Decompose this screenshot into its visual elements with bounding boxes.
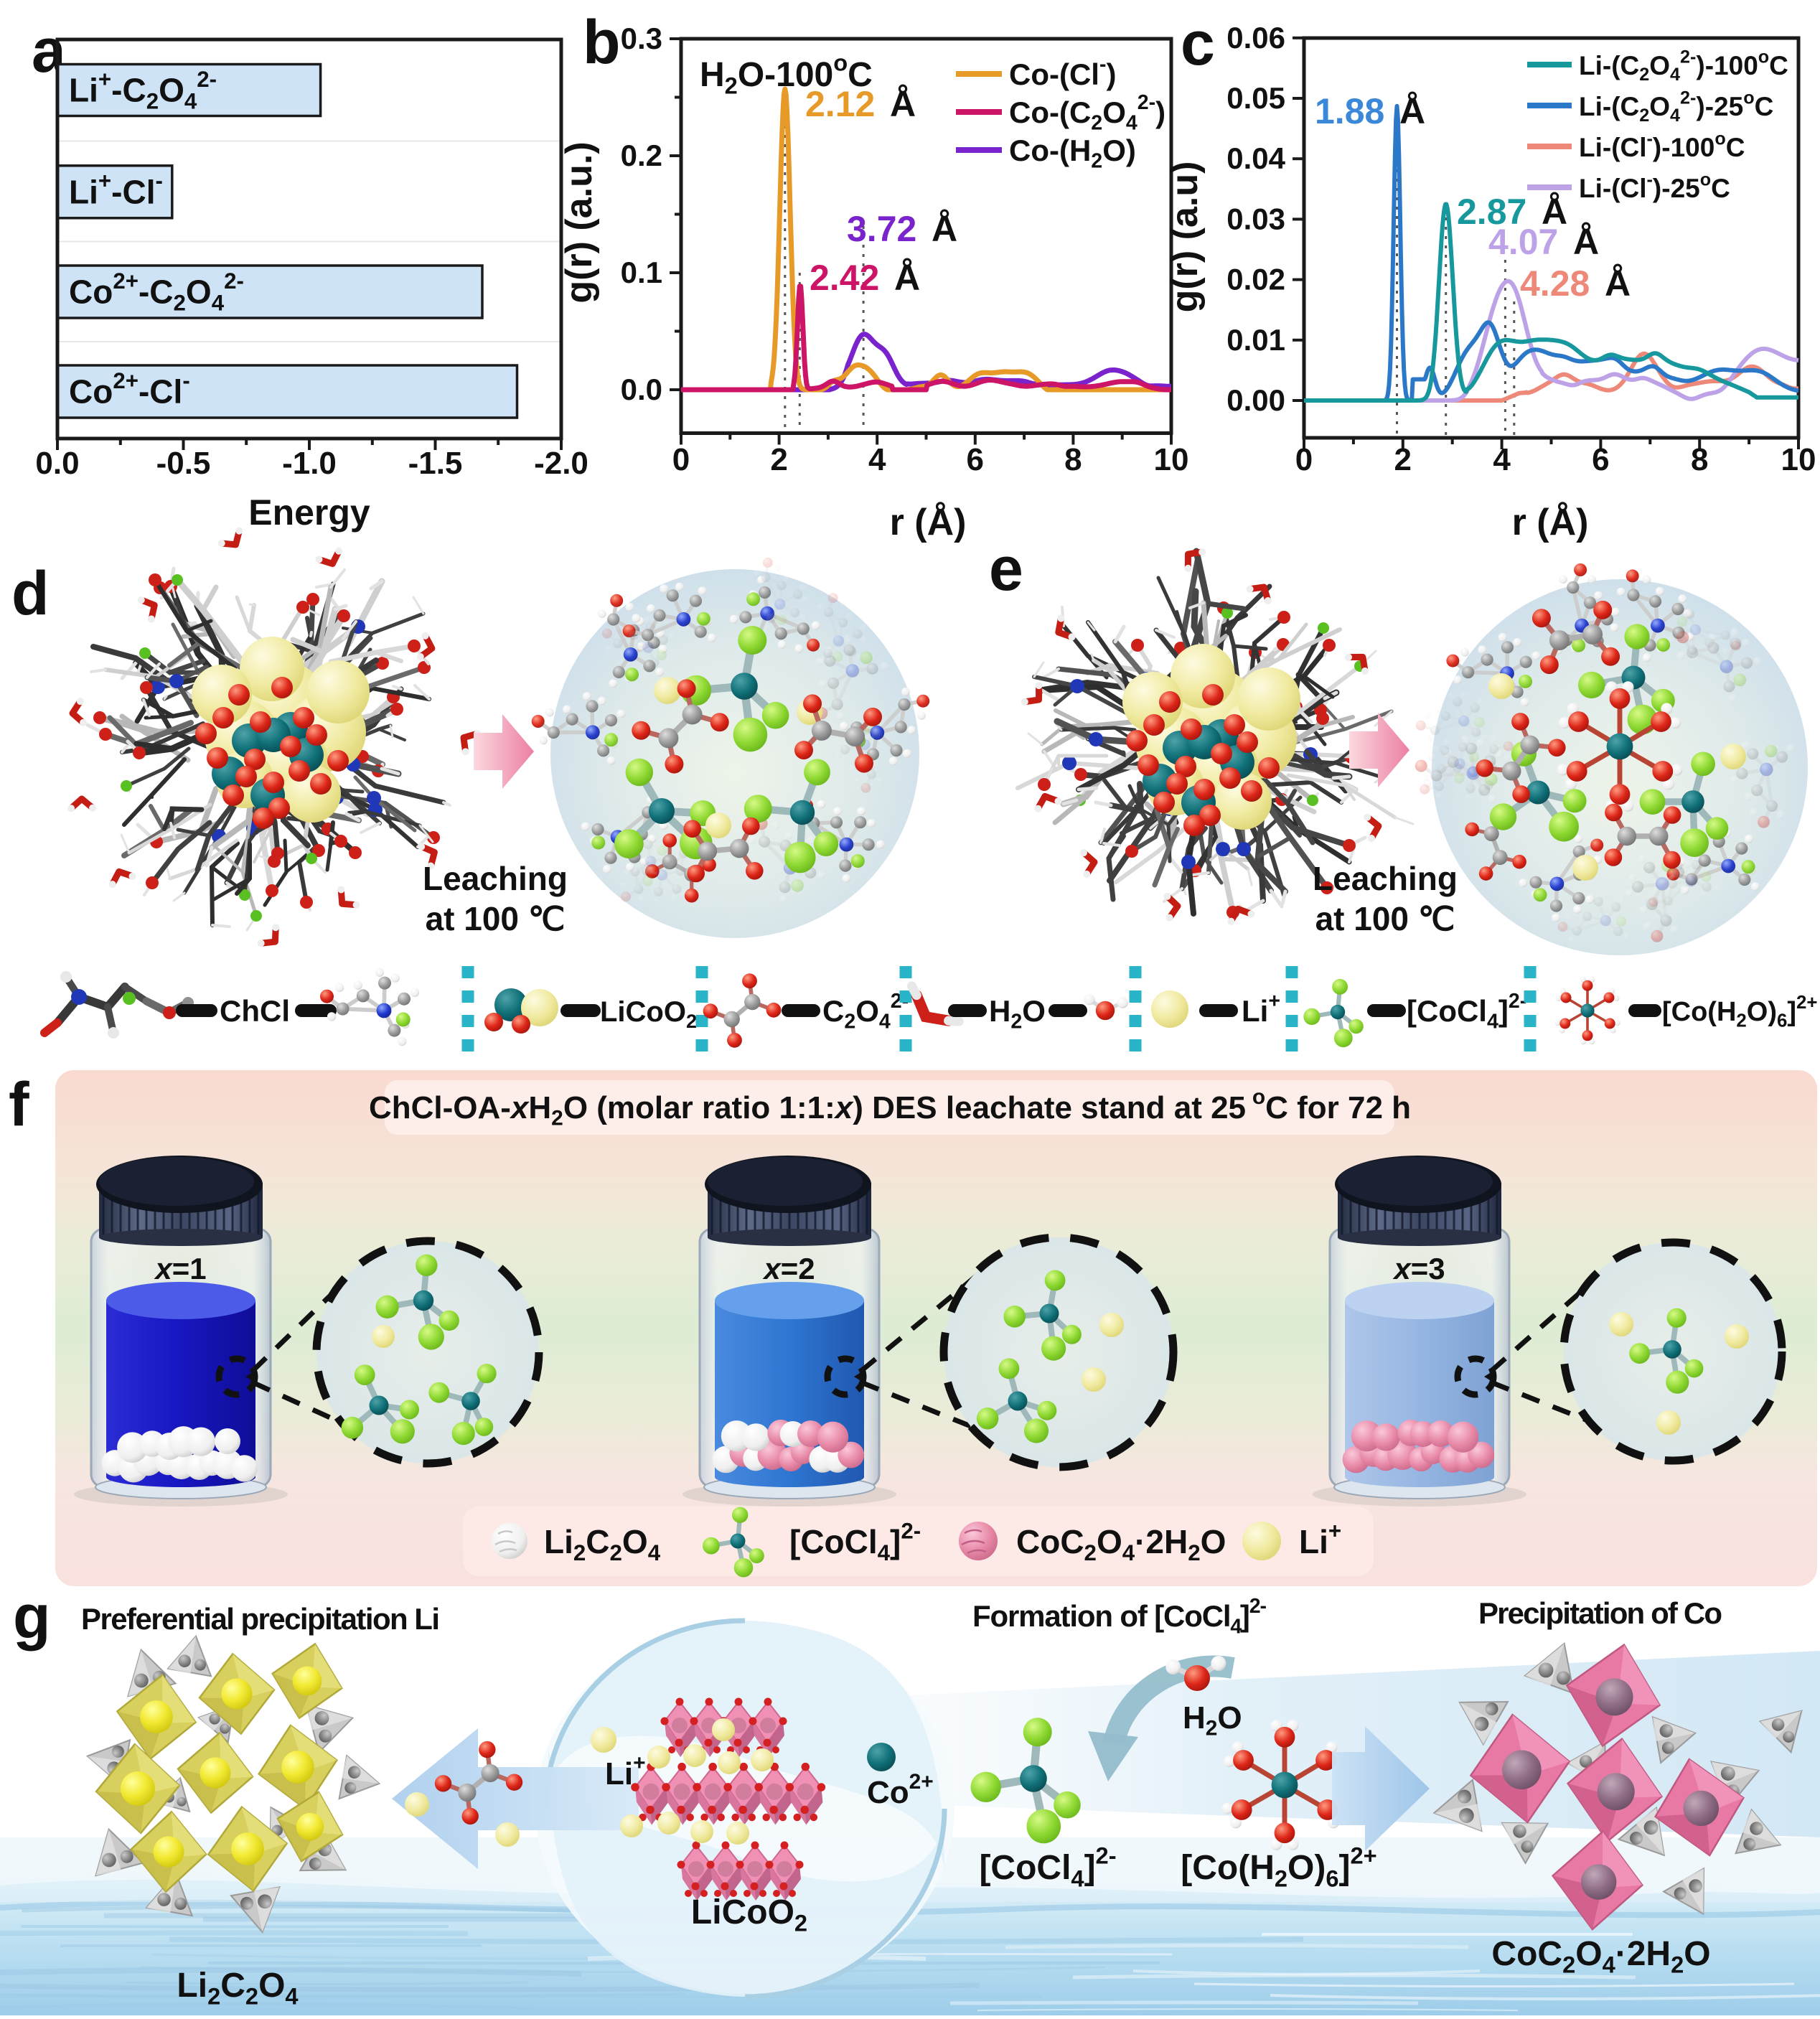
svg-text:Preferential precipitation Li: Preferential precipitation Li — [81, 1602, 440, 1636]
svg-text:0.1: 0.1 — [621, 256, 662, 289]
svg-text:g(r) (a.u): g(r) (a.u) — [1164, 161, 1206, 313]
svg-text:10: 10 — [1154, 442, 1189, 477]
svg-text:e: e — [989, 535, 1023, 604]
svg-text:Li+​-Cl-: Li+​-Cl- — [69, 169, 163, 211]
svg-text:10: 10 — [1781, 442, 1816, 477]
svg-text:Å: Å — [1605, 263, 1631, 304]
svg-text:ChCl: ChCl — [220, 994, 290, 1028]
svg-text:Energy: Energy — [248, 492, 370, 533]
svg-text:-0.5: -0.5 — [156, 446, 211, 481]
svg-text:4: 4 — [1493, 442, 1511, 477]
svg-text:f: f — [9, 1070, 29, 1139]
svg-text:b: b — [583, 8, 621, 77]
svg-text:0.02: 0.02 — [1226, 263, 1285, 296]
svg-text:2.42: 2.42 — [810, 258, 879, 298]
svg-text:r (Å): r (Å) — [1512, 502, 1589, 543]
svg-text:3.72: 3.72 — [847, 209, 916, 249]
svg-text:r (Å): r (Å) — [890, 502, 967, 543]
svg-text:Precipitation of Co: Precipitation of Co — [1478, 1596, 1722, 1630]
svg-text:Li2​C2​O4: Li2​C2​O4 — [177, 1967, 298, 2010]
svg-text:at 100 ℃: at 100 ℃ — [426, 900, 566, 937]
svg-text:0.00: 0.00 — [1226, 383, 1285, 417]
svg-text:at 100 ℃: at 100 ℃ — [1315, 900, 1455, 937]
svg-text:0: 0 — [672, 442, 690, 477]
svg-text:-2.0: -2.0 — [534, 446, 588, 481]
svg-text:c: c — [1181, 9, 1215, 78]
svg-text:4.28: 4.28 — [1520, 263, 1590, 304]
svg-text:Li2​C2​O4: Li2​C2​O4 — [544, 1523, 661, 1565]
svg-text:0.01: 0.01 — [1226, 323, 1285, 357]
svg-text:2: 2 — [1394, 442, 1412, 477]
svg-text:Å: Å — [890, 84, 916, 124]
svg-text:0.0: 0.0 — [621, 373, 662, 406]
svg-text:4: 4 — [868, 442, 886, 477]
svg-text:x=3: x=3 — [1392, 1252, 1445, 1285]
svg-text:2.12: 2.12 — [805, 84, 875, 124]
svg-text:0.04: 0.04 — [1226, 141, 1285, 175]
svg-text:0.2: 0.2 — [621, 139, 662, 172]
svg-text:g(r) (a.u.): g(r) (a.u.) — [558, 141, 600, 303]
svg-text:x=2: x=2 — [762, 1252, 815, 1285]
svg-text:Å: Å — [894, 258, 920, 298]
svg-text:6: 6 — [967, 442, 984, 477]
svg-text:-1.0: -1.0 — [282, 446, 337, 481]
svg-text:Co-(H2​O): Co-(H2​O) — [1009, 133, 1136, 172]
svg-text:LiCoO2: LiCoO2 — [691, 1893, 807, 1936]
svg-text:8: 8 — [1064, 442, 1082, 477]
svg-text:1.88: 1.88 — [1315, 91, 1384, 131]
svg-text:x=1: x=1 — [154, 1252, 206, 1285]
svg-text:0.3: 0.3 — [621, 22, 662, 55]
svg-text:d: d — [11, 559, 50, 628]
svg-text:-1.5: -1.5 — [408, 446, 463, 481]
svg-text:6: 6 — [1592, 442, 1609, 477]
svg-text:g: g — [13, 1583, 51, 1652]
svg-text:0.06: 0.06 — [1226, 21, 1285, 55]
svg-text:Å: Å — [1573, 222, 1599, 262]
svg-text:Å: Å — [932, 209, 957, 249]
svg-text:0.05: 0.05 — [1226, 81, 1285, 115]
svg-text:0.03: 0.03 — [1226, 202, 1285, 235]
svg-text:2: 2 — [770, 442, 787, 477]
svg-text:Å: Å — [1399, 91, 1425, 131]
svg-text:0.0: 0.0 — [35, 446, 79, 481]
svg-text:8: 8 — [1691, 442, 1708, 477]
svg-text:LiCoO2: LiCoO2 — [600, 996, 697, 1032]
svg-text:Leaching: Leaching — [423, 860, 568, 897]
svg-text:Formation of [CoCl4​]2-: Formation of [CoCl4​]2- — [972, 1595, 1267, 1638]
svg-text:Leaching: Leaching — [1313, 860, 1458, 897]
svg-text:0: 0 — [1295, 442, 1313, 477]
svg-text:4.07: 4.07 — [1488, 222, 1558, 262]
